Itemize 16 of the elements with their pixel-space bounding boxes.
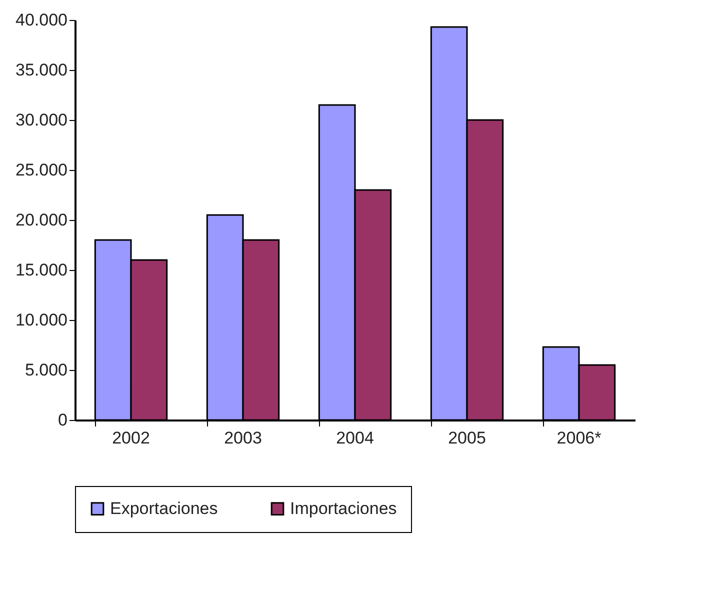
x-tick-label: 2004 xyxy=(336,428,374,448)
y-tick-label: 25.000 xyxy=(16,160,68,180)
x-tick-label: 2002 xyxy=(112,428,150,448)
x-tick-label: 2006* xyxy=(556,428,602,448)
legend-label: Importaciones xyxy=(290,498,397,518)
legend-label: Exportaciones xyxy=(110,498,218,518)
x-tick-label: 2005 xyxy=(448,428,486,448)
y-tick-label: 35.000 xyxy=(16,60,68,80)
y-tick-label: 10.000 xyxy=(16,310,68,330)
y-tick-label: 30.000 xyxy=(16,110,68,130)
y-tick-label: 15.000 xyxy=(16,260,68,280)
x-tick-label: 2003 xyxy=(224,428,262,448)
y-tick-label: 20.000 xyxy=(16,210,68,230)
y-tick-label: 5.000 xyxy=(24,360,68,380)
y-tick-label: 0 xyxy=(58,410,68,430)
y-tick-label: 40.000 xyxy=(16,10,68,30)
